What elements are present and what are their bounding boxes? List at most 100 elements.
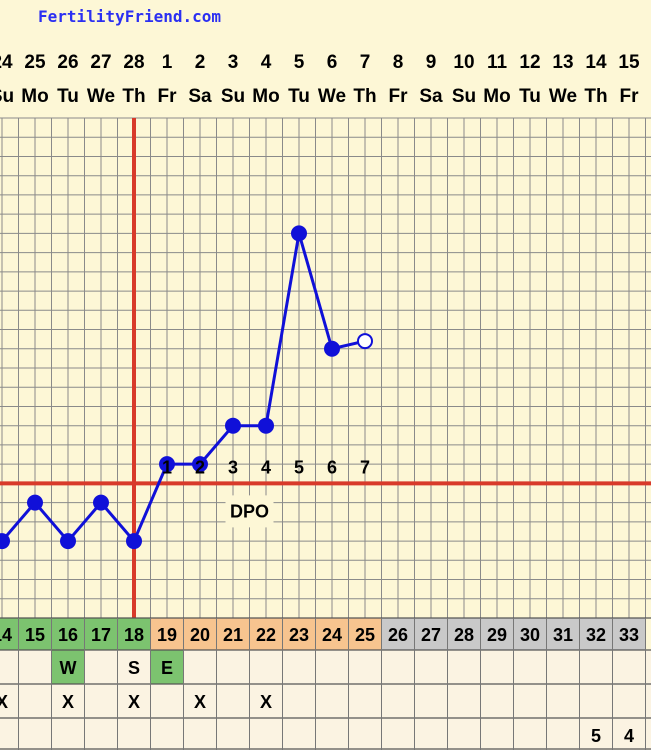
dpo-number: 7 (360, 457, 370, 477)
date-label: 4 (261, 52, 272, 73)
weekday-label: We (318, 86, 346, 107)
date-label: 5 (294, 52, 305, 73)
date-label: 10 (453, 52, 474, 73)
temperature-point-open (357, 333, 373, 350)
weekday-label: We (549, 86, 577, 107)
cycle-day-label: 17 (91, 625, 111, 645)
date-label: 13 (552, 52, 573, 73)
cycle-day-label: 27 (421, 625, 441, 645)
cycle-day-cell (381, 618, 415, 650)
row-marker: W (60, 658, 77, 678)
cycle-day-label: 14 (0, 625, 12, 645)
weekday-label: Th (353, 86, 376, 107)
date-label: 25 (24, 52, 46, 73)
date-label: 12 (519, 52, 540, 73)
date-label: 3 (228, 52, 239, 73)
date-label: 15 (618, 52, 640, 73)
dpo-number: 3 (228, 457, 238, 477)
temperature-point (192, 456, 208, 473)
cycle-day-label: 28 (454, 625, 474, 645)
cycle-day-label: 21 (223, 625, 243, 645)
row-x-mark: X (128, 692, 140, 712)
cycle-day-label: 30 (520, 625, 540, 645)
weekday-label: Fr (389, 86, 409, 107)
cycle-day-label: 22 (256, 625, 276, 645)
weekday-label: Mo (483, 86, 510, 107)
cycle-day-label: 31 (553, 625, 573, 645)
cycle-day-label: 32 (586, 625, 606, 645)
cycle-day-cell (84, 618, 118, 650)
weekday-label: Mo (21, 86, 48, 107)
marker-cell (51, 650, 85, 684)
weekday-label: Th (122, 86, 145, 107)
weekday-label: Th (584, 86, 607, 107)
dpo-labels: 1 2 3 4 5 6 7 DPO (162, 457, 370, 528)
cycle-day-label: 33 (619, 625, 639, 645)
cycle-day-label: 26 (388, 625, 408, 645)
weekday-label: Mo (252, 86, 279, 107)
weekday-label: Su (0, 86, 14, 107)
date-label: 28 (123, 52, 144, 73)
date-header: 24 Su 25 Mo 26 Tu 27 We 28 Th 1 Fr 2 Sa 3 Su 4 Mo 5 Tu 6 We 7 T… (0, 44, 651, 118)
weekday-label: Tu (519, 86, 541, 107)
dpo-number: 5 (294, 457, 304, 477)
row-number: 4 (624, 726, 634, 746)
header-band (0, 44, 651, 118)
date-label: 9 (426, 52, 437, 73)
date-label: 24 (0, 52, 13, 73)
dpo-number: 2 (195, 457, 205, 477)
weekday-label: Fr (158, 86, 178, 107)
temperature-point (126, 533, 142, 550)
temperature-line (0, 231, 366, 543)
date-label: 8 (393, 52, 404, 73)
temperature-point (27, 494, 43, 511)
temperature-point (225, 417, 241, 434)
date-label: 7 (360, 52, 371, 73)
cycle-day-label: 18 (124, 625, 144, 645)
temperature-point (159, 456, 175, 473)
dpo-text: DPO (230, 501, 269, 521)
weekday-label: We (87, 86, 115, 107)
cycle-day-label: 23 (289, 625, 309, 645)
cycle-day-label: 29 (487, 625, 507, 645)
cycle-day-label: 16 (58, 625, 78, 645)
cycle-day-label: 15 (25, 625, 45, 645)
cycle-day-cell (414, 618, 448, 650)
temperature-point (93, 494, 109, 511)
date-label: 1 (162, 52, 173, 73)
date-label: 26 (57, 52, 78, 73)
cycle-day-cell (315, 618, 349, 650)
date-label: 6 (327, 52, 338, 73)
temperature-series (0, 225, 373, 550)
cycle-day-label: 19 (157, 625, 177, 645)
dpo-number: 6 (327, 457, 337, 477)
date-label: 27 (90, 52, 111, 73)
cycle-day-label: 20 (190, 625, 210, 645)
cycle-day-cell (117, 618, 151, 650)
cycle-day-cell (18, 618, 52, 650)
row-x-mark: X (62, 692, 74, 712)
cycle-day-cell (612, 618, 646, 650)
row-x-mark: X (0, 692, 8, 712)
date-label: 14 (585, 52, 607, 73)
cycle-day-cell (447, 618, 481, 650)
date-label: 11 (487, 52, 508, 73)
cycle-day-cell (183, 618, 217, 650)
cycle-day-cell (480, 618, 514, 650)
cycle-day-cell (0, 618, 19, 650)
rows-background (0, 650, 651, 750)
cycle-day-label: 24 (322, 625, 342, 645)
cycle-day-cell (282, 618, 316, 650)
dpo-number: 4 (261, 457, 271, 477)
cycle-day-cell (51, 618, 85, 650)
cycle-day-cell (579, 618, 613, 650)
cycle-day-cell (150, 618, 184, 650)
temperature-point (0, 533, 10, 550)
dpo-text-bg (225, 495, 274, 528)
weekday-label: Tu (288, 86, 310, 107)
date-label: 2 (195, 52, 206, 73)
temperature-point (324, 340, 340, 357)
row-x-mark: X (260, 692, 272, 712)
cycle-day-cell (249, 618, 283, 650)
cycle-day-cell (348, 618, 382, 650)
